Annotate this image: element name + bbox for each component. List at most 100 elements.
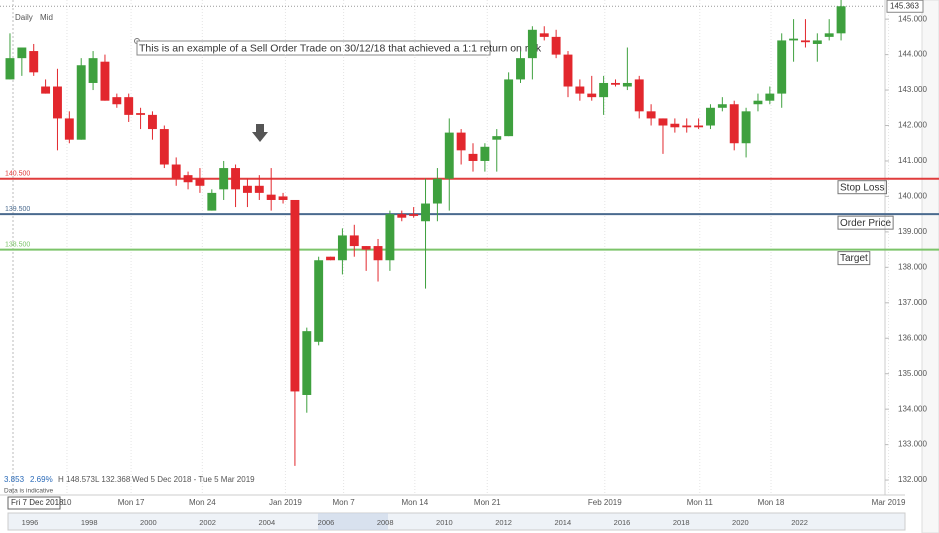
disclaimer: Data is indicative	[4, 488, 54, 495]
navigator-label: 2000	[140, 518, 157, 527]
candle-body	[242, 185, 252, 193]
candle-body	[337, 235, 347, 261]
candle-body	[349, 235, 359, 247]
candle-body	[444, 132, 454, 179]
candle-body	[266, 194, 276, 200]
navigator-label: 2010	[436, 518, 453, 527]
crosshair-label: Fri 7 Dec 2018	[11, 498, 64, 507]
y-tick-label: 145.000	[898, 14, 927, 23]
candle-body	[539, 33, 549, 37]
candle-body	[41, 86, 51, 94]
candle-body	[527, 29, 537, 59]
candle-body	[385, 214, 395, 261]
candle-body	[800, 40, 810, 43]
candle-body	[646, 111, 656, 119]
y-tick-label: 144.000	[898, 50, 927, 59]
y-tick-label: 133.000	[898, 440, 927, 449]
y-tick-label: 135.000	[898, 369, 927, 378]
navigator-label: 2018	[673, 518, 690, 527]
crosshair-box	[7, 496, 61, 510]
candle-body	[278, 196, 288, 200]
candle-body	[812, 40, 822, 44]
navigator-label: 2020	[732, 518, 749, 527]
candle-body	[706, 107, 715, 126]
y-tick-label: 137.000	[898, 298, 927, 307]
candle-body	[5, 58, 15, 80]
navigator-label: 2022	[791, 518, 808, 527]
candle-body	[17, 47, 27, 59]
level-name-box	[837, 180, 887, 195]
candle-body	[516, 58, 525, 80]
y-tick-label: 132.000	[898, 475, 927, 484]
navigator-label: 2008	[377, 518, 394, 527]
annotation-box	[136, 40, 491, 56]
candle-body	[64, 118, 74, 140]
level-name: Order Price	[840, 218, 892, 229]
y-tick-label: 134.000	[898, 404, 927, 413]
candle-body	[587, 93, 597, 98]
candle-body	[480, 146, 490, 161]
x-tick-label: Mon 21	[474, 498, 501, 507]
level-name-box	[837, 215, 894, 230]
navigator-label: 2014	[554, 518, 571, 527]
candle-body	[136, 113, 146, 115]
candle-body	[231, 168, 241, 190]
x-tick-label: Mon 14	[401, 498, 428, 507]
candle-body	[421, 203, 430, 222]
stat-range: Wed 5 Dec 2018 - Tue 5 Mar 2019	[132, 475, 255, 484]
candle-body	[397, 214, 407, 218]
x-tick-label: Mon 17	[118, 498, 145, 507]
x-tick-label: Mon 11	[687, 498, 714, 507]
x-tick-label: Mon 7	[332, 498, 355, 507]
candle-body	[599, 82, 609, 98]
interval-label: Daily	[15, 13, 33, 22]
stat-high: H 148.573	[58, 475, 95, 484]
candle-body	[88, 58, 98, 83]
candle-body	[753, 100, 763, 105]
candle-body	[551, 36, 561, 55]
candle-body	[717, 104, 727, 108]
candle-body	[171, 164, 181, 179]
candle-body	[729, 104, 739, 144]
y-tick-label: 141.000	[898, 156, 927, 165]
candle-body	[456, 132, 466, 151]
candle-body	[670, 123, 680, 128]
navigator-label: 2016	[614, 518, 631, 527]
navigator-label: 2004	[258, 518, 275, 527]
candle-body	[159, 129, 169, 165]
candle-body	[777, 40, 787, 94]
last-price-box	[886, 0, 924, 13]
candle-body	[504, 79, 514, 137]
candle-body	[563, 54, 573, 87]
candle-body	[100, 61, 110, 101]
candle-body	[183, 175, 193, 183]
navigator	[7, 512, 906, 531]
x-tick-label: Mar 2019	[872, 498, 906, 507]
y-tick-label: 143.000	[898, 85, 927, 94]
candle-body	[432, 178, 442, 204]
candle-body	[124, 97, 134, 115]
candle-body	[741, 111, 751, 144]
candle-body	[824, 33, 834, 37]
price-type-label: Mid	[40, 13, 53, 22]
candle-body	[254, 185, 264, 193]
candle-body	[658, 118, 668, 126]
y-tick-label: 138.000	[898, 262, 927, 271]
level-value-label: 140.500	[5, 171, 30, 178]
candle-body	[694, 125, 704, 128]
candle-body	[207, 192, 217, 211]
navigator-label: 1998	[81, 518, 98, 527]
candle-body	[76, 65, 86, 140]
candle-body	[765, 93, 775, 101]
x-tick-label: Jan 2019	[269, 498, 302, 507]
x-tick-label: Mon 24	[189, 498, 216, 507]
candle-body	[326, 256, 335, 261]
annotation: This is an example of a Sell Order Trade…	[139, 42, 542, 54]
candle-body	[492, 136, 502, 140]
candle-body	[147, 114, 157, 130]
navigator-label: 1996	[22, 518, 39, 527]
stat-change: 3.853	[4, 475, 25, 484]
navigator-label: 2002	[199, 518, 216, 527]
